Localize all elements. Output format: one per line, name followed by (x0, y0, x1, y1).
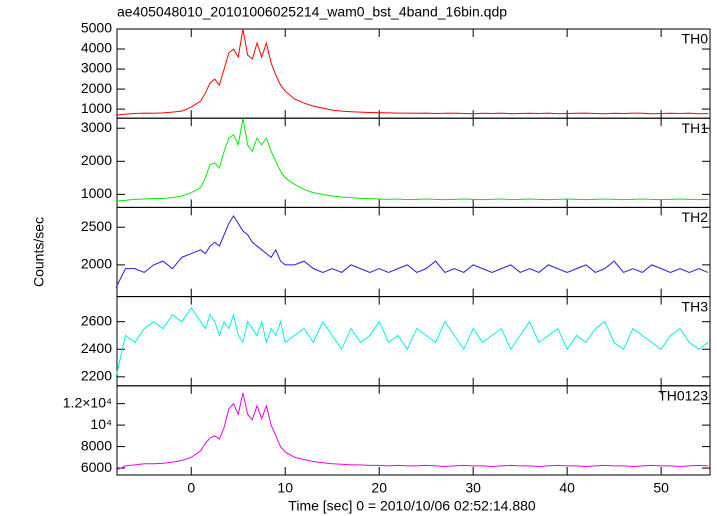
y-tick-label: 5000 (81, 20, 112, 36)
series-line (116, 28, 709, 116)
series-line (115, 392, 709, 471)
y-tick-label: 3000 (81, 60, 112, 76)
y-tick-label: 3000 (81, 119, 112, 135)
series-line (115, 307, 709, 377)
y-tick-label: 2000 (81, 256, 112, 272)
y-tick-label: 2000 (81, 80, 112, 96)
y-tick-label: 1.2×10⁴ (63, 394, 112, 410)
y-tick-label: 10⁴ (90, 416, 112, 432)
panel-label: TH2 (682, 209, 709, 225)
series-line (115, 214, 709, 288)
panel-frame (116, 117, 711, 208)
y-tick-label: 2400 (81, 340, 112, 356)
x-tick-label: 30 (465, 480, 481, 496)
x-tick-label: 50 (653, 480, 669, 496)
panel-frame (116, 296, 711, 387)
y-tick-label: 1000 (81, 100, 112, 116)
x-tick-label: 40 (559, 480, 575, 496)
y-tick-label: 6000 (81, 459, 112, 475)
series-line (116, 118, 709, 202)
x-axis-label: Time [sec] 0 = 2010/10/06 02:52:14.880 (288, 498, 536, 514)
y-tick-label: 2600 (81, 312, 112, 328)
y-tick-label: 8000 (81, 437, 112, 453)
panel-frame (116, 28, 711, 119)
x-tick-label: 10 (277, 480, 293, 496)
panel-frame (116, 385, 711, 476)
y-axis-label: Counts/sec (31, 217, 47, 287)
panel-label: TH3 (682, 298, 709, 314)
panel-label: TH0 (682, 31, 709, 47)
y-tick-label: 1000 (81, 185, 112, 201)
y-tick-label: 4000 (81, 40, 112, 56)
chart-title: ae405048010_20101006025214_wam0_bst_4ban… (117, 4, 507, 20)
y-tick-label: 2500 (81, 218, 112, 234)
panel-label: TH0123 (658, 388, 708, 404)
y-tick-label: 2000 (81, 152, 112, 168)
y-tick-label: 2200 (81, 368, 112, 384)
x-tick-label: 0 (187, 480, 195, 496)
x-tick-label: 20 (371, 480, 387, 496)
panel-label: TH1 (682, 120, 709, 136)
